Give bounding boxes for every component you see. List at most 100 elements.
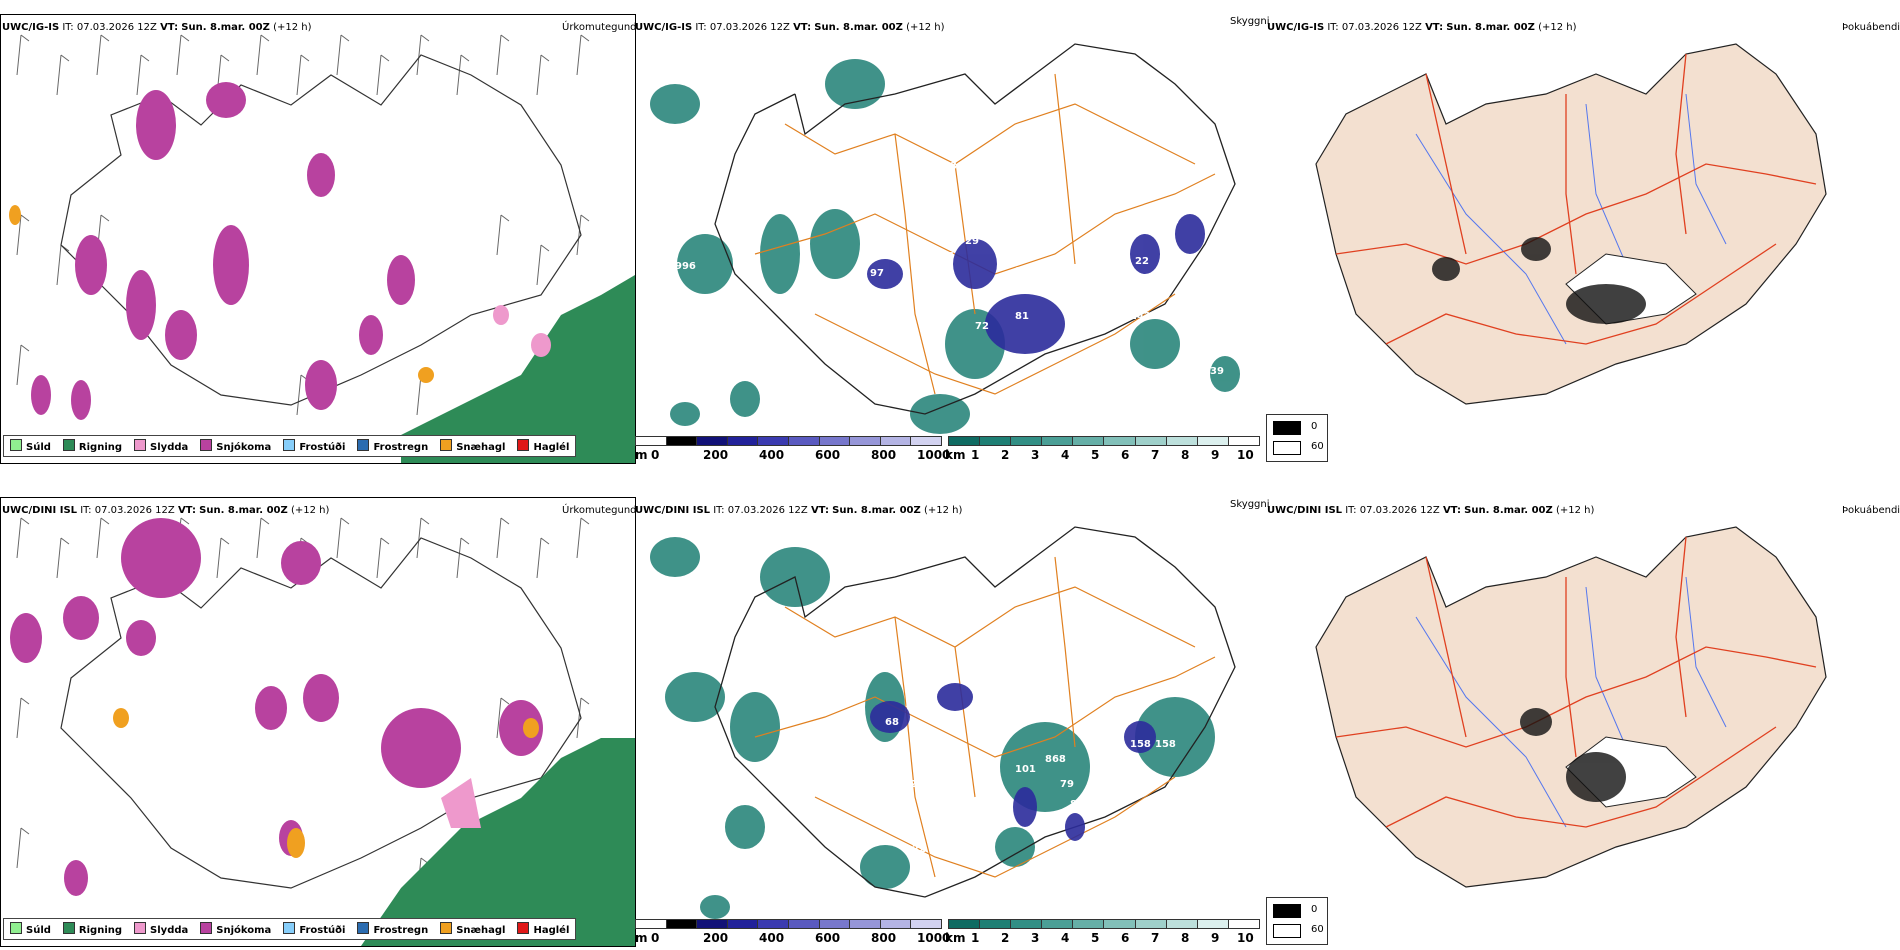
cbar-tick: 0 [651, 448, 660, 462]
row2-title-fog: UWC/DINI ISL IT: 07.03.2026 12Z VT: Sun.… [1267, 505, 1595, 516]
legend-swatch [357, 439, 370, 451]
legend-item: Súld [10, 922, 51, 936]
row2-cloud-panel: 193 68 402 101 868 79 880 158 158 989 13… [635, 497, 1265, 945]
wind-barbs [16, 34, 610, 416]
cloud-base-colorbar: m 0 200 400 600 800 1000 [635, 919, 950, 945]
cbar-tick: 3 [1031, 448, 1040, 462]
colorbar-m [635, 436, 942, 446]
legend-item: Slydda [134, 922, 188, 936]
cbar-tick: 800 [871, 448, 897, 462]
legend-item: Snjókoma [200, 922, 271, 936]
iceland-outline [714, 526, 1236, 898]
fog-legend-light [1273, 441, 1301, 455]
fog-legend-dark [1273, 421, 1301, 435]
cloud-label: 193 [905, 699, 926, 710]
legend-item: Rigning [62, 439, 122, 453]
legend-item: Frostregn [357, 922, 428, 936]
cloud-label: 29 [935, 166, 949, 177]
legend-item: Snjókoma [200, 439, 271, 453]
cbar-tick: 10 [1237, 448, 1254, 462]
row2-cloud-map: 193 68 402 101 868 79 880 158 158 989 13… [650, 526, 1236, 919]
precip-legend: Súld Rigning Slydda Snjókoma Frostúði Fr… [3, 918, 577, 940]
cloud-label: 868 [1045, 754, 1066, 765]
row2-title-cloud: UWC/DINI ISL IT: 07.03.2026 12Z VT: Sun.… [635, 505, 963, 516]
legend-item: Snæhagl [440, 439, 505, 453]
cbar-unit: km [945, 931, 966, 945]
cloud-label: 81 [1015, 311, 1029, 322]
row2-title: UWC/DINI ISL IT: 07.03.2026 12Z VT: Sun.… [2, 505, 330, 516]
cbar-tick: 600 [815, 448, 841, 462]
cbar-tick: 200 [703, 931, 729, 945]
cloud-label: 880 [1070, 799, 1091, 810]
legend-item: Súld [10, 439, 51, 453]
legend-swatch [517, 439, 530, 451]
cloud-label: 72 [975, 321, 989, 332]
cbar-tick: 1 [971, 448, 980, 462]
fog-legend: 0 60 [1266, 897, 1328, 945]
cbar-tick: 1 [971, 931, 980, 945]
cbar-unit: km [945, 448, 966, 462]
cloud-label: 122 [905, 844, 926, 855]
cloud-label: 996 [675, 261, 696, 272]
fog-shading [1520, 708, 1626, 802]
rain-areas [401, 275, 635, 463]
cbar-tick: 600 [815, 931, 841, 945]
legend-swatch [440, 439, 453, 451]
rivers [1415, 93, 1727, 345]
row1-title-fog: UWC/IG-IS IT: 07.03.2026 12Z VT: Sun. 8.… [1267, 22, 1577, 33]
cbar-tick: 0 [651, 931, 660, 945]
precip-legend: Súld Rigning Slydda Snjókoma Frostúði Fr… [3, 435, 577, 457]
cloud-label: 158 [1130, 739, 1151, 750]
cloud-label: 989 [785, 729, 806, 740]
cbar-tick: 8 [1181, 931, 1190, 945]
legend-item: Haglél [517, 922, 569, 936]
legend-item: Frostregn [357, 439, 428, 453]
cbar-tick: 7 [1151, 931, 1160, 945]
fog-legend: 0 60 [1266, 414, 1328, 462]
rain-areas [361, 738, 635, 946]
cloud-label: 79 [1060, 779, 1074, 790]
row1-fog-panel: 0 60 [1266, 14, 1900, 462]
cbar-tick: 5 [1091, 448, 1100, 462]
row1-precip-panel: Súld Rigning Slydda Snjókoma Frostúði Fr… [0, 14, 636, 464]
row1-title-cloud: UWC/IG-IS IT: 07.03.2026 12Z VT: Sun. 8.… [635, 22, 945, 33]
row2-fog-label: Þokuábendi [1842, 505, 1900, 516]
legend-swatch [62, 922, 75, 934]
row2-fog-map [1315, 526, 1827, 888]
cbar-tick: 800 [871, 931, 897, 945]
fog-legend-dark [1273, 904, 1301, 918]
legend-swatch [517, 922, 530, 934]
rivers [1415, 576, 1727, 828]
row2-precip-map [10, 517, 635, 946]
cbar-tick: 200 [703, 448, 729, 462]
row1-precip-type-label: Úrkomutegund [562, 22, 637, 33]
cbar-tick: 1000 [917, 931, 951, 945]
cloud-label: 17 [1015, 266, 1029, 277]
cloud-label: 393 29 39 86 29 97 17 72 81 22 242 996 1… [675, 86, 1224, 397]
legend-swatch [134, 922, 147, 934]
row2-fog-panel: 0 60 [1266, 497, 1900, 945]
cloud-label: 242 [1130, 311, 1151, 322]
cbar-tick: 6 [1121, 448, 1130, 462]
cloud-base-colorbar: m 0 200 400 600 800 1000 [635, 436, 950, 462]
cloud-label: 13 [1165, 216, 1179, 227]
legend-item: Rigning [62, 922, 122, 936]
colorbar-km [948, 436, 1260, 446]
fog-legend-light [1273, 924, 1301, 938]
cloud-label: 29 [965, 236, 979, 247]
fog-shading [1432, 237, 1646, 324]
cloud-label: 229 [910, 779, 931, 790]
visibility-colorbar: km 1 2 3 4 5 6 7 8 9 10 [945, 919, 1265, 945]
cbar-unit: m [635, 448, 648, 462]
cloud-label: 402 [1010, 709, 1031, 720]
cbar-unit: m [635, 931, 648, 945]
row1-title: UWC/IG-IS IT: 07.03.2026 12Z VT: Sun. 8.… [2, 22, 312, 33]
row2-precip-panel: Súld Rigning Slydda Snjókoma Frostúði Fr… [0, 497, 636, 947]
cbar-tick: 5 [1091, 931, 1100, 945]
snow-pellet-areas [9, 205, 434, 383]
cloud-label: 22 [1135, 256, 1149, 267]
legend-item: Frostúði [283, 922, 345, 936]
row1-cloud-base-label: Skyggni [1230, 16, 1270, 27]
cbar-tick: 6 [1121, 931, 1130, 945]
cloud-label: 16 [960, 664, 974, 675]
